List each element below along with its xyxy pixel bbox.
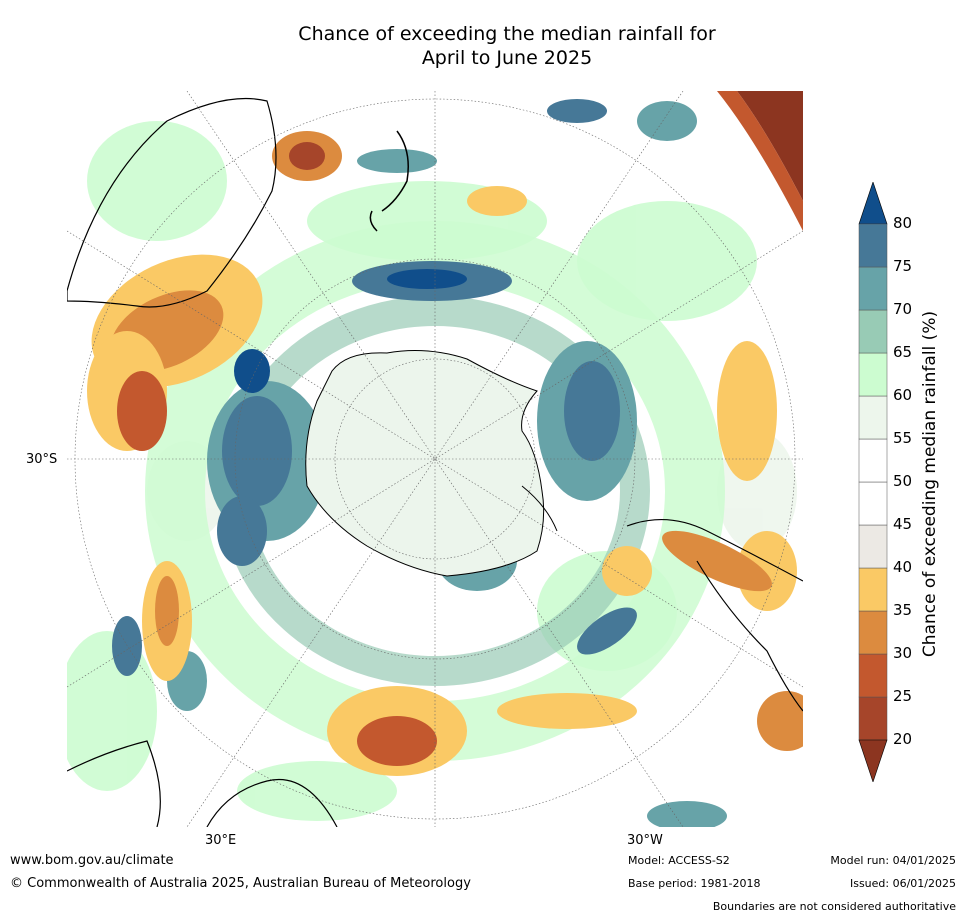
- website-link[interactable]: www.bom.gov.au/climate: [10, 853, 174, 868]
- colorbar: [858, 182, 888, 782]
- colorbar-segment: [858, 395, 888, 440]
- antarctica-landmass: [305, 350, 545, 577]
- rainfall-probability-map[interactable]: [67, 91, 803, 827]
- lat-label-30s: 30°S: [26, 452, 58, 467]
- model-run-date: Model run: 04/01/2025: [830, 854, 956, 867]
- colorbar-segment: [858, 223, 888, 268]
- copyright-text: © Commonwealth of Australia 2025, Austra…: [10, 876, 471, 891]
- south-america-outline: [626, 519, 803, 712]
- colorbar-segment: [858, 524, 888, 569]
- colorbar-tick-label: 35: [893, 601, 913, 619]
- africa-outline: [67, 740, 338, 827]
- new-zealand-outline: [369, 130, 409, 232]
- colorbar-tick-label: 75: [893, 257, 913, 275]
- lon-label-30w: 30°W: [627, 833, 663, 848]
- colorbar-tick-label: 40: [893, 558, 913, 576]
- colorbar-over-arrow: [858, 182, 888, 225]
- colorbar-segment: [858, 567, 888, 612]
- colorbar-tick-label: 20: [893, 730, 913, 748]
- colorbar-segment: [858, 266, 888, 311]
- colorbar-under-arrow: [858, 739, 888, 782]
- title-line-1: Chance of exceeding the median rainfall …: [298, 23, 716, 45]
- high-probability-areas: [112, 99, 727, 827]
- colorbar-tick-label: 70: [893, 300, 913, 318]
- colorbar-segment: [858, 481, 888, 526]
- lon-label-30e: 30°E: [205, 833, 237, 848]
- issued-date: Issued: 06/01/2025: [849, 877, 956, 890]
- chart-title: Chance of exceeding the median rainfall …: [0, 22, 965, 70]
- colorbar-segment: [858, 438, 888, 483]
- boundaries-disclaimer: Boundaries are not considered authoritat…: [712, 900, 956, 913]
- low-probability-areas: [87, 131, 803, 776]
- colorbar-segment: [858, 653, 888, 698]
- colorbar-title: Chance of exceeding median rainfall (%): [920, 310, 940, 658]
- colorbar-tick-label: 55: [893, 429, 913, 447]
- corner-dry-region: [737, 91, 803, 201]
- colorbar-tick-label: 80: [893, 214, 913, 232]
- base-period: Base period: 1981-2018: [628, 877, 761, 890]
- colorbar-tick-label: 45: [893, 515, 913, 533]
- colorbar-segment: [858, 696, 888, 741]
- colorbar-tick-label: 65: [893, 343, 913, 361]
- title-line-2: April to June 2025: [421, 47, 593, 69]
- colorbar-segment: [858, 352, 888, 397]
- colorbar-tick-label: 25: [893, 687, 913, 705]
- colorbar-segment: [858, 309, 888, 354]
- australia-outline: [67, 97, 277, 308]
- colorbar-tick-label: 30: [893, 644, 913, 662]
- colorbar-tick-label: 60: [893, 386, 913, 404]
- colorbar-tick-label: 50: [893, 472, 913, 490]
- model-name: Model: ACCESS-S2: [628, 854, 730, 867]
- colorbar-segment: [858, 610, 888, 655]
- graticule: [67, 91, 803, 827]
